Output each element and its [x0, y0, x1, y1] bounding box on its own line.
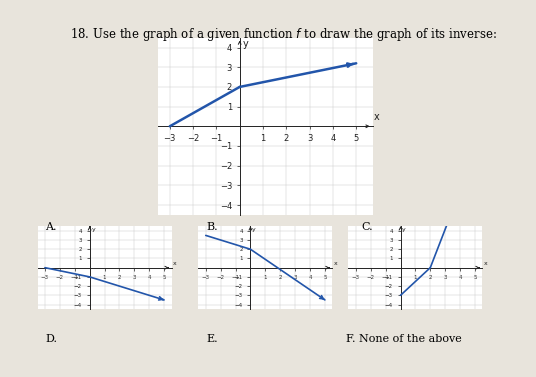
Text: 18. Use the graph of a given function $f$ to draw the graph of its inverse:: 18. Use the graph of a given function $f…	[70, 26, 497, 43]
Text: B.: B.	[206, 222, 218, 233]
Text: x: x	[173, 261, 177, 266]
Text: F. None of the above: F. None of the above	[346, 334, 461, 344]
Text: x: x	[484, 261, 488, 266]
Text: E.: E.	[206, 334, 218, 344]
Text: y: y	[252, 227, 256, 232]
Text: C.: C.	[362, 222, 374, 233]
Text: y: y	[403, 227, 406, 232]
Text: y: y	[243, 39, 249, 49]
Text: A.: A.	[46, 222, 57, 233]
Text: x: x	[374, 112, 379, 123]
Text: D.: D.	[46, 334, 57, 344]
Text: y: y	[92, 227, 95, 232]
Text: x: x	[334, 261, 338, 266]
